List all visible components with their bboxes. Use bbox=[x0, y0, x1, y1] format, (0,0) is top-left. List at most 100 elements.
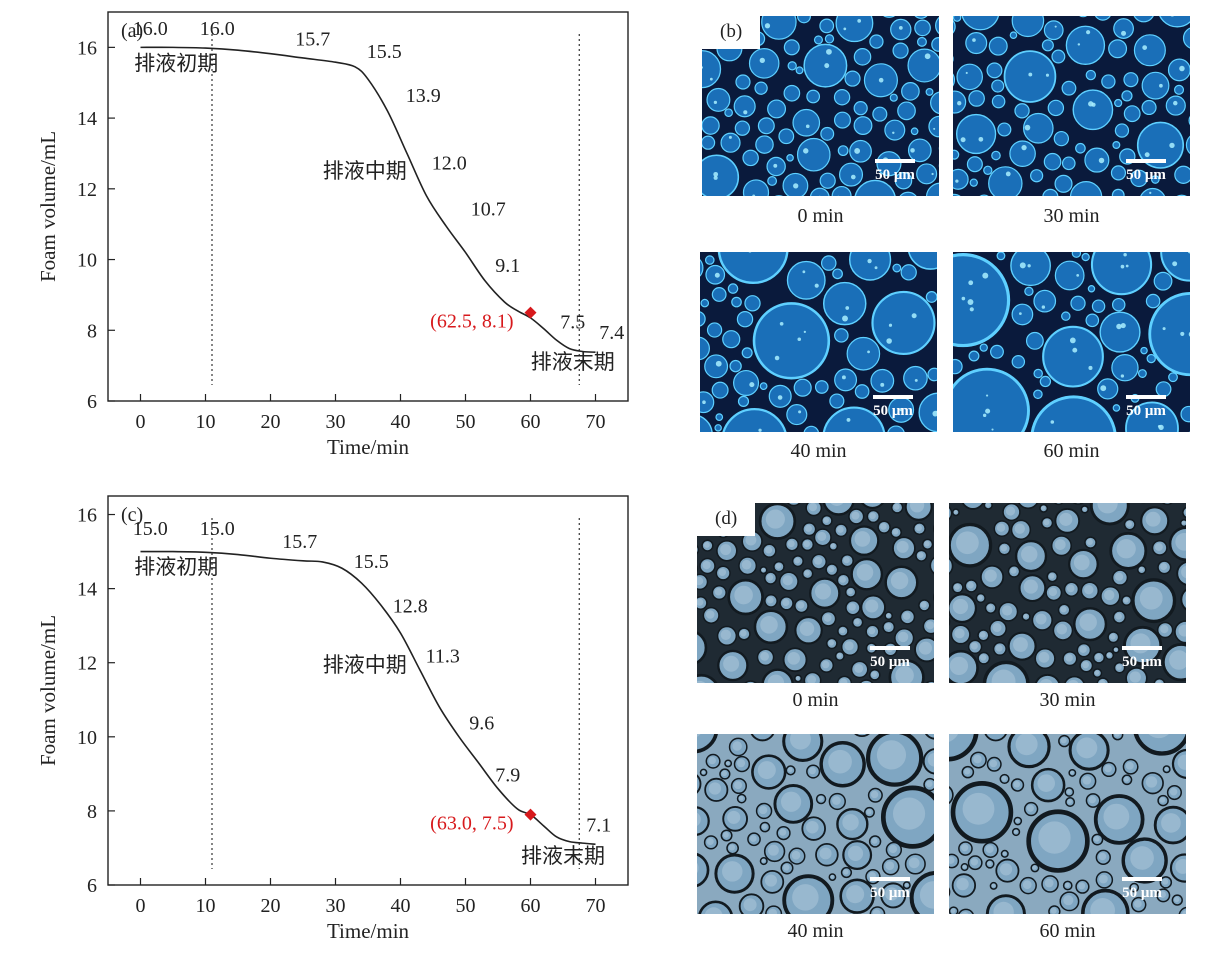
bubble bbox=[715, 565, 731, 581]
bubble bbox=[759, 382, 768, 391]
bubble-highlight bbox=[970, 858, 979, 866]
bubble bbox=[800, 537, 815, 552]
bubble bbox=[1053, 130, 1070, 147]
bubble bbox=[767, 99, 787, 119]
bubble-spot bbox=[749, 382, 755, 388]
bubble-highlight bbox=[1148, 734, 1169, 739]
bubble-spot bbox=[888, 323, 893, 327]
bubble bbox=[848, 525, 880, 556]
bubble-highlight bbox=[1065, 654, 1073, 662]
bubble bbox=[1061, 156, 1076, 171]
bubble-highlight bbox=[794, 557, 801, 564]
bubble bbox=[1141, 99, 1157, 116]
bubble bbox=[907, 48, 939, 83]
bubble bbox=[1091, 299, 1106, 313]
bubble bbox=[715, 413, 724, 422]
bubble bbox=[1095, 849, 1111, 865]
bubble bbox=[984, 734, 1007, 742]
bubble bbox=[979, 194, 989, 196]
bubble bbox=[1174, 84, 1185, 95]
bubble bbox=[884, 119, 906, 141]
bubble bbox=[1081, 252, 1090, 262]
bubble bbox=[1042, 188, 1059, 196]
stage-label: 排液中期 bbox=[323, 159, 407, 183]
bubble bbox=[1090, 252, 1153, 296]
bubble bbox=[949, 853, 960, 869]
bubble bbox=[763, 571, 778, 585]
y-tick-label: 8 bbox=[87, 801, 97, 823]
bubble bbox=[998, 601, 1019, 622]
y-tick-label: 6 bbox=[87, 875, 97, 897]
bubble bbox=[885, 841, 903, 859]
bubble-highlight bbox=[996, 523, 1006, 532]
bubble-spot bbox=[1179, 65, 1185, 72]
bubble-highlight bbox=[1035, 613, 1047, 625]
bubble-spot bbox=[713, 100, 718, 104]
bubble-highlight bbox=[1173, 896, 1180, 903]
bubble bbox=[734, 120, 751, 136]
bubble-highlight bbox=[722, 861, 743, 882]
scale-text: 50 μm bbox=[870, 654, 910, 670]
bubble bbox=[1133, 734, 1186, 756]
bubble-highlight bbox=[697, 680, 706, 683]
bubble bbox=[765, 905, 783, 914]
bubble bbox=[702, 135, 716, 150]
bubble bbox=[1130, 169, 1148, 188]
bubble-spot bbox=[798, 410, 802, 414]
bubble bbox=[916, 163, 938, 185]
bubble bbox=[921, 538, 934, 550]
bubble bbox=[1182, 27, 1190, 49]
bubble bbox=[738, 893, 765, 914]
bubble-spot bbox=[982, 413, 987, 418]
x-axis-label: Time/min bbox=[327, 919, 410, 943]
bubble-highlight bbox=[979, 654, 987, 661]
bubble-highlight bbox=[1106, 652, 1112, 658]
bubble bbox=[949, 616, 951, 627]
bubble bbox=[759, 566, 768, 575]
bubble bbox=[751, 754, 787, 790]
x-tick-label: 50 bbox=[456, 411, 476, 433]
marker-point bbox=[524, 808, 537, 821]
y-tick-label: 10 bbox=[77, 727, 97, 749]
bubble bbox=[836, 807, 869, 841]
bubble-highlight bbox=[761, 858, 766, 863]
bubble-highlight bbox=[787, 540, 795, 548]
bubble bbox=[700, 415, 713, 432]
scale-bar: 50 μm bbox=[1112, 877, 1172, 902]
bubble bbox=[822, 503, 855, 516]
bubble bbox=[1179, 518, 1186, 528]
y-tick-label: 10 bbox=[77, 250, 97, 272]
bubble bbox=[759, 821, 771, 833]
bubble bbox=[697, 545, 700, 555]
bubble bbox=[1054, 260, 1085, 291]
bubble-highlight bbox=[764, 874, 778, 887]
bubble-spot bbox=[1019, 262, 1026, 269]
scale-bar: 50 μm bbox=[1112, 646, 1172, 671]
bubble bbox=[788, 847, 806, 865]
bubble bbox=[795, 66, 804, 75]
data-label: 15.5 bbox=[354, 551, 389, 573]
x-tick-label: 60 bbox=[521, 411, 541, 433]
bubble bbox=[786, 154, 794, 162]
bubble bbox=[834, 651, 845, 661]
bubble bbox=[969, 751, 987, 769]
bubble-highlight bbox=[871, 837, 878, 844]
caption-d-2: 40 min bbox=[787, 920, 844, 942]
bubble bbox=[828, 541, 839, 551]
bubble-spot bbox=[1086, 30, 1091, 35]
bubble bbox=[949, 522, 993, 568]
bubble bbox=[835, 16, 874, 43]
bubble bbox=[1068, 548, 1099, 580]
bubble-highlight bbox=[1093, 836, 1100, 842]
bubble bbox=[701, 539, 714, 552]
bubble bbox=[1046, 570, 1059, 583]
bubble bbox=[859, 679, 874, 683]
bubble-highlight bbox=[869, 512, 876, 520]
bubble bbox=[730, 777, 747, 795]
x-tick-label: 40 bbox=[391, 895, 411, 917]
bubble-highlight bbox=[1000, 544, 1008, 552]
bubble bbox=[1167, 58, 1190, 82]
bubble-highlight bbox=[1082, 507, 1087, 511]
bubble bbox=[982, 841, 999, 858]
bubble bbox=[1099, 311, 1141, 353]
